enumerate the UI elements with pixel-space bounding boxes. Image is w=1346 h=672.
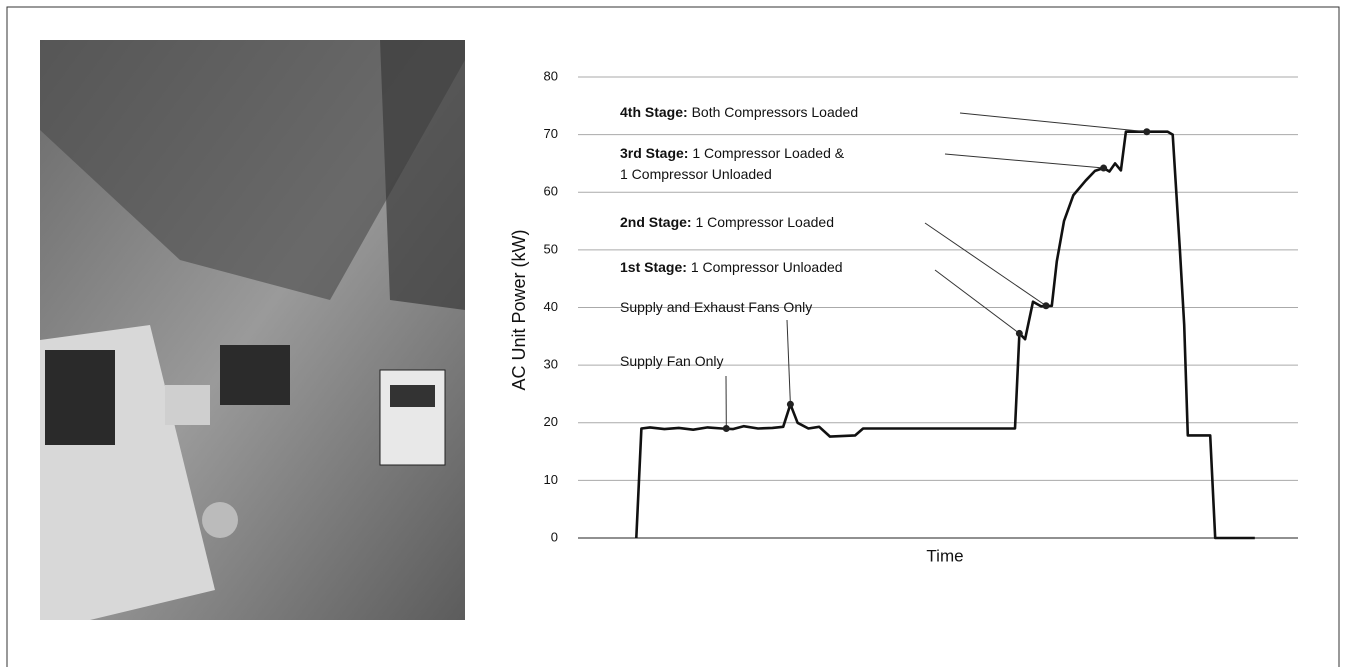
annotation-body: 1 Compressor Loaded: [695, 214, 834, 230]
annotation-text: 1 Compressor Unloaded: [620, 166, 772, 182]
annotation-body: 1 Compressor Unloaded: [691, 259, 843, 275]
y-tick-label: 60: [544, 184, 558, 199]
annotation-point: [1100, 165, 1107, 172]
annotation-label: 3rd Stage:: [620, 145, 688, 161]
annotation-point: [723, 425, 730, 432]
leader-line: [787, 320, 790, 404]
annotation-text: 3rd Stage: 1 Compressor Loaded &: [620, 145, 845, 161]
leader-line: [925, 223, 1046, 306]
annotation-point: [1043, 302, 1050, 309]
y-tick-label: 40: [544, 299, 558, 314]
annotation-label: 1st Stage:: [620, 259, 687, 275]
y-tick-label: 50: [544, 241, 558, 256]
y-tick-label: 0: [551, 529, 558, 544]
leader-line: [960, 113, 1147, 132]
annotation-body: 1 Compressor Unloaded: [620, 166, 772, 182]
annotation-label: 2nd Stage:: [620, 214, 692, 230]
y-tick-label: 10: [544, 472, 558, 487]
y-tick-label: 70: [544, 126, 558, 141]
y-tick-label: 80: [544, 68, 558, 83]
annotation-body: Supply Fan Only: [620, 353, 724, 369]
annotation-text: 1st Stage: 1 Compressor Unloaded: [620, 259, 843, 275]
annotation-point: [1016, 330, 1023, 337]
y-axis-label: AC Unit Power (kW): [509, 229, 529, 390]
annotation-text: Supply Fan Only: [620, 353, 724, 369]
annotation-body: Supply and Exhaust Fans Only: [620, 299, 812, 315]
annotation-body: 1 Compressor Loaded &: [692, 145, 844, 161]
y-tick-label: 20: [544, 414, 558, 429]
annotation-label: 4th Stage:: [620, 104, 688, 120]
x-axis-label: Time: [926, 546, 963, 565]
annotation-point: [787, 401, 794, 408]
annotation-body: Both Compressors Loaded: [692, 104, 859, 120]
annotation-point: [1143, 128, 1150, 135]
photo: [40, 40, 465, 620]
annotation-text: 4th Stage: Both Compressors Loaded: [620, 104, 858, 120]
annotation-text: Supply and Exhaust Fans Only: [620, 299, 812, 315]
annotation-text: 2nd Stage: 1 Compressor Loaded: [620, 214, 834, 230]
leader-line: [945, 154, 1104, 168]
y-tick-label: 30: [544, 357, 558, 372]
leader-line: [935, 270, 1019, 333]
